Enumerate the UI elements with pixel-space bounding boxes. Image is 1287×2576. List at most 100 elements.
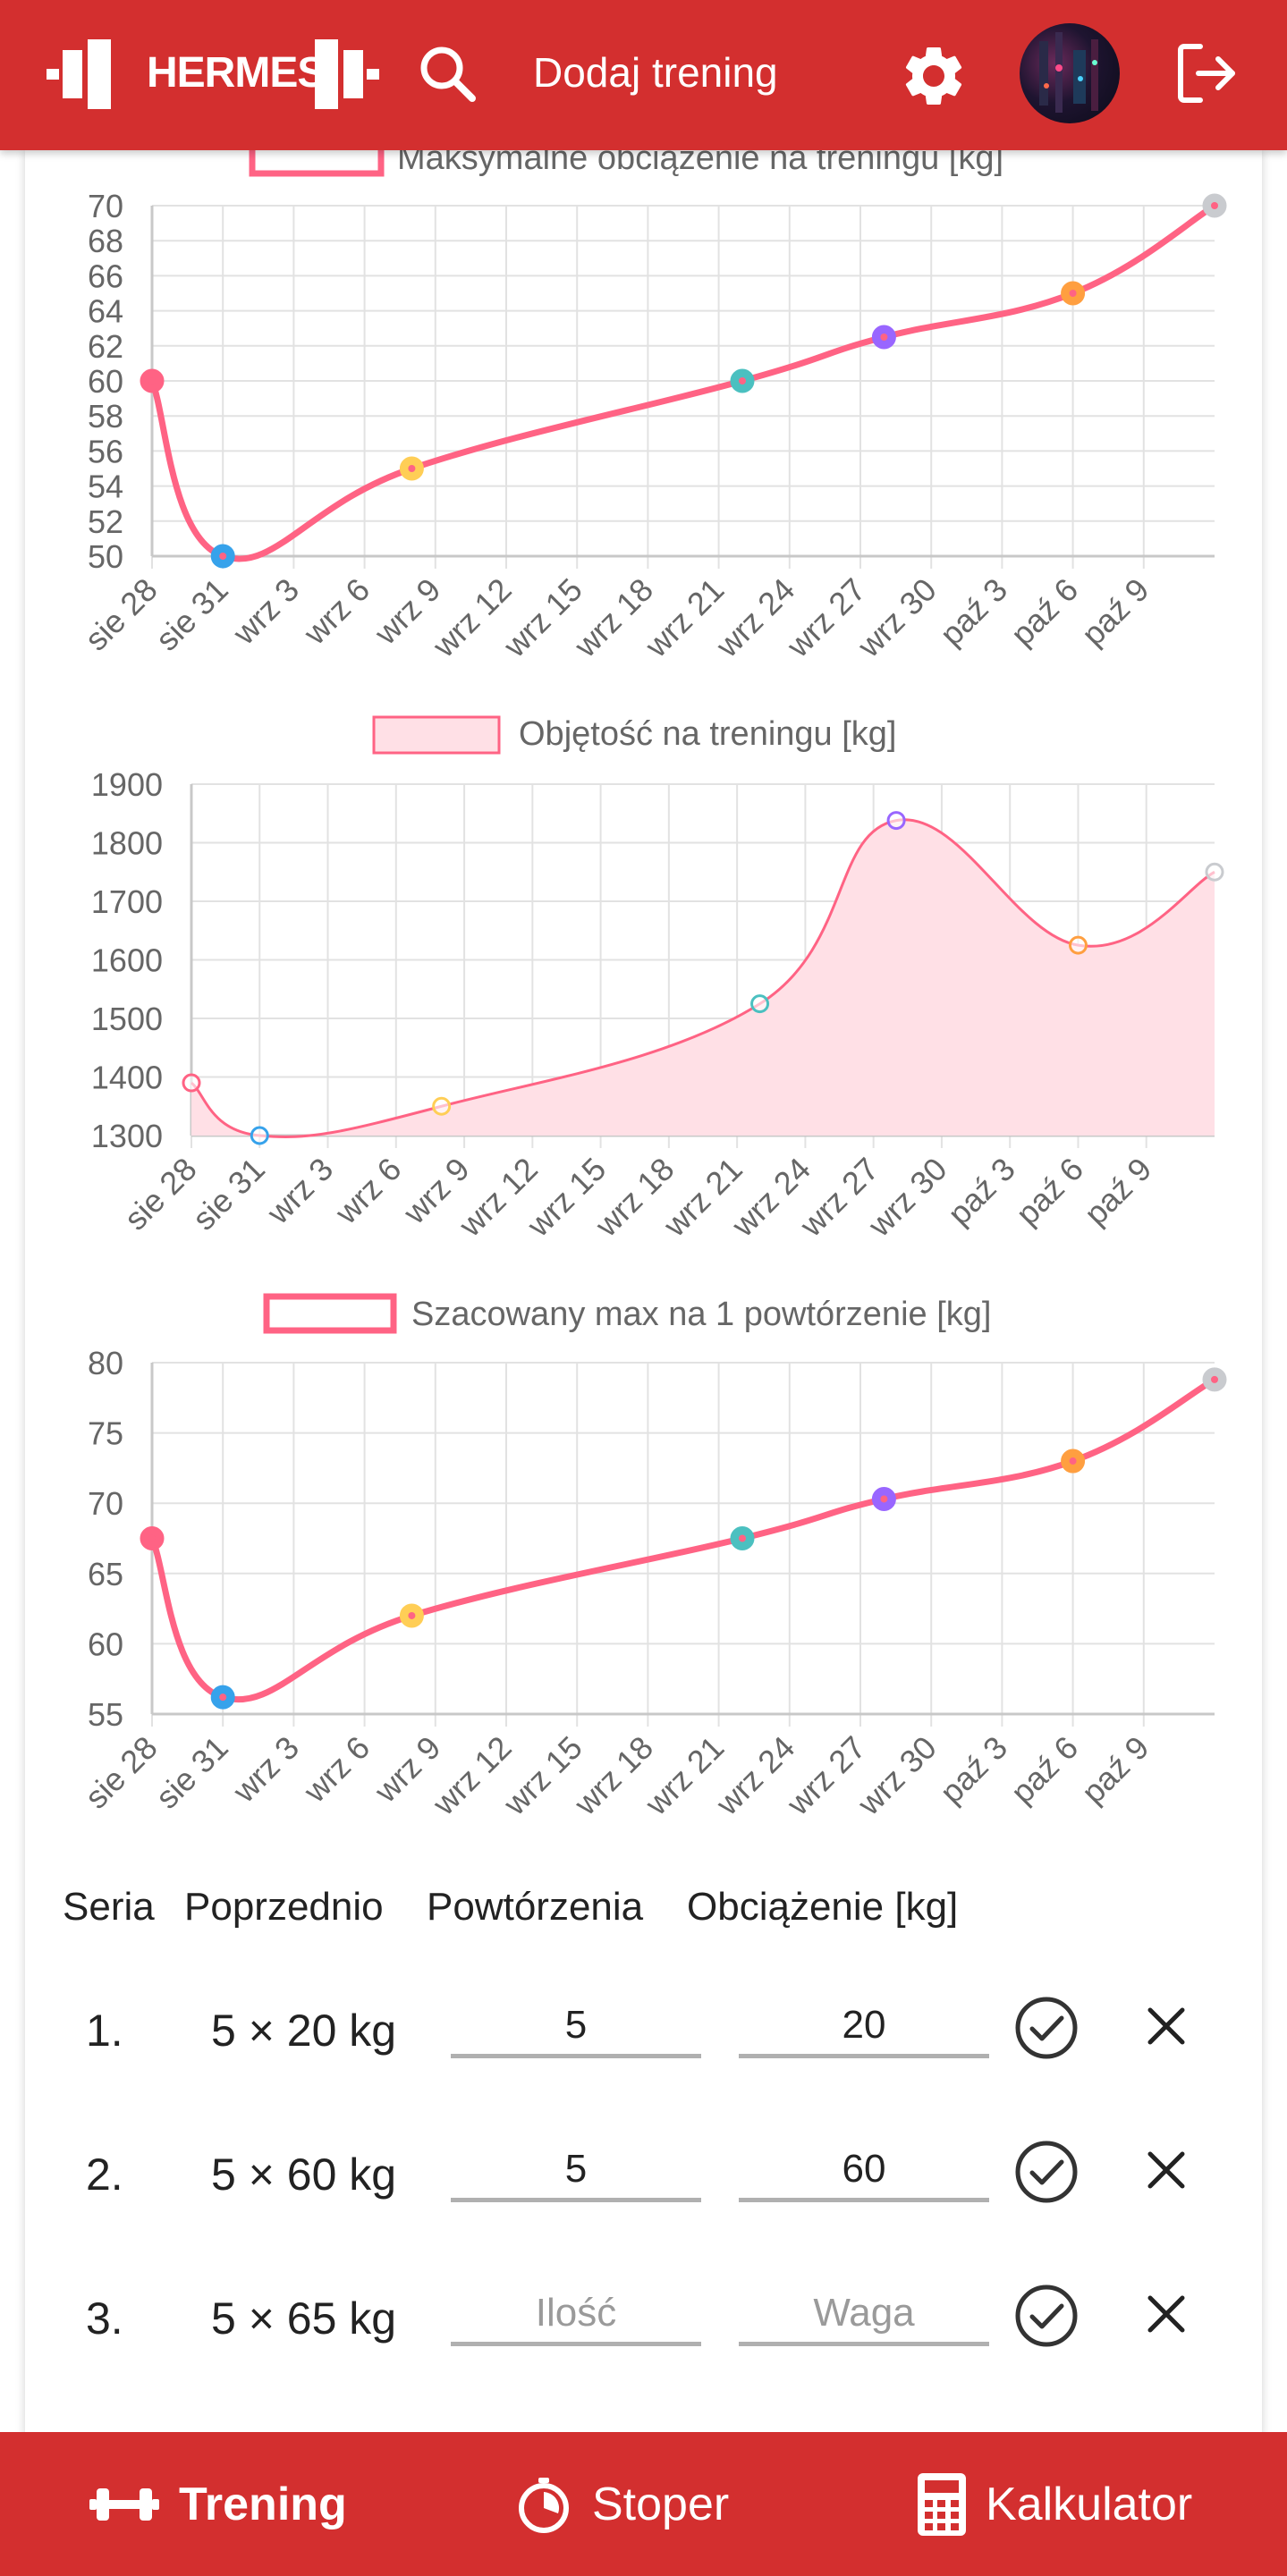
y-tick-label: 56 [88, 433, 123, 469]
y-tick-label: 1900 [91, 766, 163, 803]
x-tick-label: wrz 3 [225, 571, 307, 653]
table-header-weight: Obciążenie [kg] [687, 1885, 959, 1929]
y-tick-label: 1400 [91, 1060, 163, 1096]
y-tick-label: 60 [88, 363, 123, 400]
data-point[interactable] [750, 994, 770, 1014]
y-tick-label: 60 [88, 1626, 123, 1662]
reps-input[interactable] [451, 2284, 701, 2346]
data-point[interactable] [1068, 935, 1088, 955]
x-tick-label: wrz 21 [638, 1729, 732, 1823]
x-tick-label: wrz 3 [259, 1151, 341, 1232]
data-point-center [148, 1534, 156, 1542]
bottom-navigation: Trening Stoper Kalkulator [0, 2432, 1287, 2576]
app-logo[interactable]: HERMES [47, 36, 379, 113]
y-tick-label: 1300 [91, 1118, 163, 1154]
data-point[interactable] [182, 1073, 201, 1093]
data-point-center [880, 1495, 888, 1503]
x-tick-label: sie 28 [78, 571, 165, 658]
chart-volume: Objętość na treningu [kg] 1300 1400 1500 160… [91, 715, 1224, 1245]
dumbbell-icon [89, 2487, 159, 2521]
x-tick-label: sie 31 [148, 571, 235, 658]
y-tick-label: 70 [88, 188, 123, 224]
legend-label[interactable]: Szacowany max na 1 powtórzenie [kg] [411, 1296, 991, 1333]
x-tick-label: paź 6 [1009, 1151, 1090, 1232]
x-tick-label: paź 3 [941, 1151, 1022, 1232]
nav-item-trening[interactable]: Trening [89, 2432, 347, 2576]
reps-input[interactable] [451, 2140, 701, 2202]
x-tick-label: wrz 30 [850, 571, 944, 665]
x-tick-label: wrz 24 [724, 1151, 817, 1245]
confirm-set-icon[interactable] [1014, 2140, 1079, 2204]
reps-input[interactable] [451, 1996, 701, 2058]
delete-set-icon[interactable] [1141, 2001, 1191, 2051]
nav-item-kalkulator[interactable]: Kalkulator [918, 2432, 1192, 2576]
x-tick-label: wrz 30 [860, 1151, 954, 1245]
y-tick-label: 62 [88, 328, 123, 365]
y-tick-label: 52 [88, 503, 123, 540]
confirm-set-icon[interactable] [1014, 1996, 1079, 2060]
weight-input[interactable] [739, 2140, 989, 2202]
legend-swatch[interactable] [263, 1293, 397, 1334]
y-tick-label: 65 [88, 1556, 123, 1592]
delete-set-icon[interactable] [1141, 2145, 1191, 2195]
y-tick-label: 58 [88, 398, 123, 435]
weight-input[interactable] [739, 1996, 989, 2058]
y-tick-label: 54 [88, 469, 123, 505]
legend-label[interactable]: Objętość na treningu [kg] [519, 715, 896, 753]
data-point-center [1069, 1457, 1077, 1465]
x-tick-label: wrz 27 [779, 1729, 873, 1823]
x-tick-label: wrz 6 [296, 1729, 377, 1811]
data-point-center [739, 377, 746, 384]
data-point-center [880, 334, 888, 341]
x-tick-label: wrz 12 [425, 571, 519, 665]
data-point[interactable] [886, 811, 906, 831]
data-point-center [408, 465, 416, 472]
x-tick-label: wrz 12 [451, 1151, 545, 1245]
confirm-set-icon[interactable] [1014, 2284, 1079, 2348]
set-previous: 5 × 60 kg [211, 2149, 397, 2200]
x-tick-label: wrz 21 [638, 571, 732, 665]
set-number: 3. [86, 2293, 123, 2344]
weight-input[interactable] [739, 2284, 989, 2346]
x-tick-label: wrz 15 [495, 571, 589, 665]
data-point-center [739, 1534, 746, 1542]
x-tick-label: paź 9 [1074, 571, 1156, 653]
x-tick-label: paź 3 [933, 571, 1014, 653]
data-point[interactable] [1205, 862, 1224, 882]
data-point-center [148, 377, 156, 384]
nav-item-stoper[interactable]: Stoper [515, 2432, 729, 2576]
y-tick-label: 50 [88, 538, 123, 575]
series-line [148, 1376, 1216, 1703]
set-row: 1. 5 × 20 kg [0, 1967, 1287, 2110]
x-tick-label: wrz 18 [566, 1729, 660, 1823]
x-tick-label: wrz 18 [566, 571, 660, 665]
table-header-reps: Powtórzenia [427, 1885, 644, 1929]
data-point-center [1211, 202, 1218, 209]
logout-icon[interactable] [1173, 39, 1241, 107]
y-tick-label: 70 [88, 1485, 123, 1522]
x-tick-label: sie 31 [148, 1729, 235, 1816]
set-row: 2. 5 × 60 kg [0, 2111, 1287, 2254]
search-icon[interactable] [417, 43, 479, 106]
legend-swatch[interactable] [372, 715, 501, 755]
x-tick-label: wrz 18 [588, 1151, 682, 1245]
x-tick-label: wrz 24 [708, 1729, 802, 1823]
set-number: 2. [86, 2149, 123, 2200]
x-tick-label: paź 6 [1003, 1729, 1085, 1811]
nav-label-kalkulator: Kalkulator [986, 2478, 1193, 2530]
calculator-icon [918, 2472, 966, 2536]
gear-icon[interactable] [898, 40, 969, 112]
series-line [148, 203, 1216, 562]
y-tick-label: 1600 [91, 942, 163, 979]
data-point[interactable] [250, 1126, 269, 1145]
y-tick-label: 1800 [91, 825, 163, 862]
nav-label-stoper: Stoper [592, 2478, 730, 2530]
table-header-set: Seria [63, 1885, 155, 1929]
data-point[interactable] [432, 1096, 452, 1116]
nav-label-trening: Trening [179, 2478, 347, 2530]
delete-set-icon[interactable] [1141, 2289, 1191, 2339]
avatar[interactable] [1020, 23, 1120, 123]
y-tick-label: 64 [88, 293, 123, 330]
x-tick-label: sie 31 [185, 1151, 272, 1237]
page-title[interactable]: Dodaj trening [533, 49, 778, 96]
